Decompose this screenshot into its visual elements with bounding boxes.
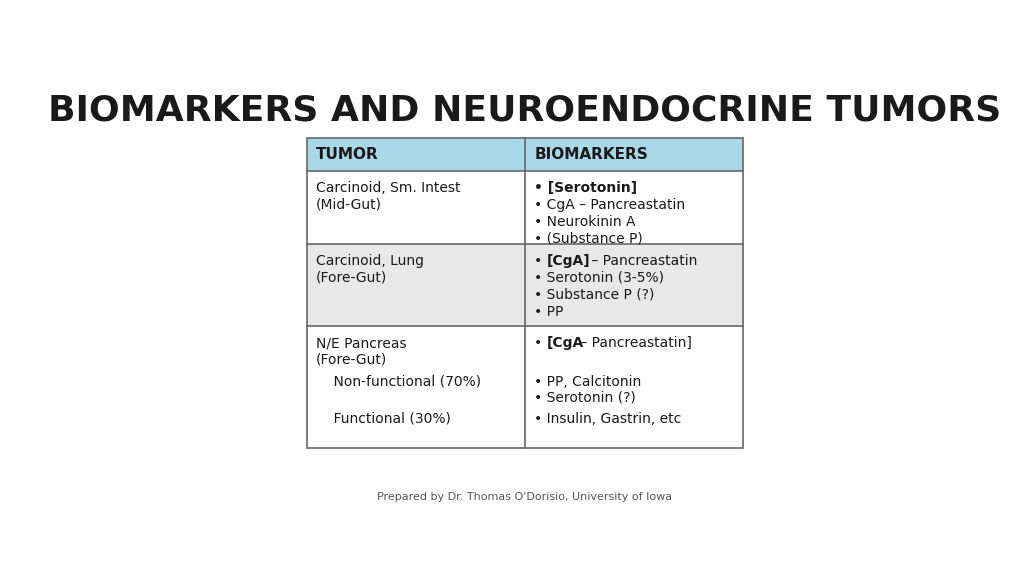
- Bar: [306, 138, 743, 171]
- Text: •: •: [535, 254, 547, 268]
- Text: N/E Pancreas: N/E Pancreas: [316, 336, 407, 350]
- Text: • Serotonin (?): • Serotonin (?): [535, 390, 636, 404]
- Text: (Mid-Gut): (Mid-Gut): [316, 198, 382, 212]
- Text: •: •: [535, 336, 547, 350]
- Text: • CgA – Pancreastatin: • CgA – Pancreastatin: [535, 198, 685, 212]
- Text: Non-functional (70%): Non-functional (70%): [316, 375, 481, 389]
- Text: [CgA: [CgA: [547, 336, 585, 350]
- Text: • PP, Calcitonin: • PP, Calcitonin: [535, 375, 642, 389]
- Text: (Fore-Gut): (Fore-Gut): [316, 353, 387, 367]
- Text: • (Substance P): • (Substance P): [535, 232, 643, 245]
- Text: BIOMARKERS: BIOMARKERS: [535, 147, 648, 162]
- Text: (Fore-Gut): (Fore-Gut): [316, 271, 387, 285]
- Text: • Neurokinin A: • Neurokinin A: [535, 215, 636, 229]
- Text: Prepared by Dr. Thomas O'Dorisio, University of Iowa: Prepared by Dr. Thomas O'Dorisio, Univer…: [377, 491, 673, 502]
- Bar: [306, 171, 743, 244]
- Bar: [306, 138, 743, 448]
- Text: Functional (30%): Functional (30%): [316, 412, 451, 426]
- Text: Carcinoid, Sm. Intest: Carcinoid, Sm. Intest: [316, 181, 461, 195]
- Bar: [306, 327, 743, 448]
- Text: TUMOR: TUMOR: [316, 147, 379, 162]
- Text: Carcinoid, Lung: Carcinoid, Lung: [316, 254, 424, 268]
- Text: – Pancreastatin: – Pancreastatin: [587, 254, 697, 268]
- Text: – Pancreastatin]: – Pancreastatin]: [575, 336, 691, 350]
- Text: • [Serotonin]: • [Serotonin]: [535, 181, 638, 195]
- Bar: [306, 244, 743, 327]
- Text: • Insulin, Gastrin, etc: • Insulin, Gastrin, etc: [535, 412, 682, 426]
- Text: • Substance P (?): • Substance P (?): [535, 288, 654, 302]
- Text: • PP: • PP: [535, 305, 563, 319]
- Text: • Serotonin (3-5%): • Serotonin (3-5%): [535, 271, 665, 285]
- Text: [CgA]: [CgA]: [547, 254, 591, 268]
- Text: BIOMARKERS AND NEUROENDOCRINE TUMORS: BIOMARKERS AND NEUROENDOCRINE TUMORS: [48, 93, 1001, 127]
